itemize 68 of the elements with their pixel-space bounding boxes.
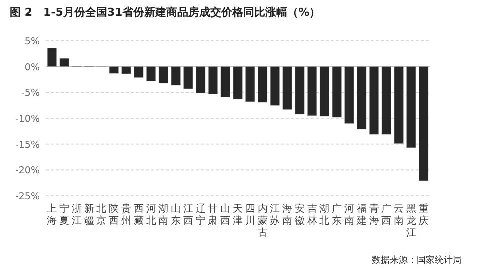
x-tick-label: 安徽 <box>294 203 305 227</box>
x-tick-label: 江苏 <box>270 203 280 227</box>
bar <box>344 66 354 124</box>
chart-title: 图 2 1-5月份全国31省份新建商品房成交价格同比涨幅（%） <box>10 6 321 19</box>
x-tick-label: 云南 <box>394 204 404 227</box>
y-tick-label: 5% <box>24 36 40 48</box>
x-tick-label: 吉林 <box>306 203 318 227</box>
bar <box>357 66 367 130</box>
bar <box>220 66 230 98</box>
x-tick-label: 浙江 <box>72 203 82 227</box>
bar <box>332 66 342 118</box>
x-tick-label: 广东 <box>332 203 342 227</box>
x-tick-label: 天津 <box>233 204 243 227</box>
bar <box>295 66 305 115</box>
x-tick-label: 黑龙江 <box>406 204 416 239</box>
bar <box>258 66 268 103</box>
bar <box>308 66 318 116</box>
x-tick-label: 广西 <box>382 203 392 227</box>
x-tick-label: 宁夏 <box>60 203 70 227</box>
x-tick-label: 青海 <box>369 203 380 227</box>
x-tick-label: 山东 <box>171 203 182 227</box>
bar <box>282 66 292 110</box>
source-note: 数据来源：国家统计局 <box>372 255 462 266</box>
x-tick-label: 辽宁 <box>196 203 206 227</box>
bar <box>134 66 144 78</box>
bar <box>369 66 380 135</box>
y-tick-label: -25% <box>15 192 40 202</box>
x-tick-label: 四川 <box>245 204 256 227</box>
bar <box>196 66 206 94</box>
bar <box>394 66 404 144</box>
x-tick-label: 河南 <box>344 203 354 227</box>
bar <box>270 66 280 106</box>
bar <box>382 66 392 135</box>
x-tick-label: 重庆 <box>418 203 429 227</box>
x-tick-label: 陕西 <box>109 203 120 227</box>
bar <box>60 58 70 68</box>
bar <box>171 66 181 86</box>
bar <box>406 66 416 148</box>
bar <box>233 66 243 100</box>
y-tick-label: -10% <box>15 114 40 125</box>
bar <box>208 66 218 94</box>
x-tick-label: 湖北 <box>320 203 330 227</box>
bar <box>419 66 429 182</box>
x-tick-label: 北京 <box>96 203 107 227</box>
bar <box>246 66 256 102</box>
x-tick-label: 湖南 <box>158 203 169 227</box>
x-tick-label: 山西 <box>220 203 231 227</box>
bar <box>146 66 156 82</box>
x-tick-label: 海南 <box>282 203 293 227</box>
x-tick-label: 福建 <box>356 203 367 227</box>
bar <box>122 66 132 74</box>
x-tick-label: 河北 <box>146 203 156 227</box>
y-tick-label: -15% <box>15 140 40 151</box>
x-tick-label: 江西 <box>183 203 194 227</box>
x-tick-label: 甘肃 <box>208 203 218 227</box>
y-tick-label: 0% <box>24 62 40 74</box>
bar <box>184 66 194 90</box>
x-tick-label: 新疆 <box>84 203 94 227</box>
x-tick-label: 内蒙古 <box>258 203 268 239</box>
bar <box>320 66 330 117</box>
x-tick-label: 上海 <box>47 203 58 227</box>
bar <box>47 48 57 68</box>
x-tick-label: 西藏 <box>134 204 144 227</box>
x-tick-label: 贵州 <box>122 203 132 227</box>
y-tick-label: -20% <box>15 166 40 177</box>
bar <box>109 66 119 74</box>
bar <box>158 66 168 84</box>
y-tick-label: -5% <box>22 88 40 100</box>
